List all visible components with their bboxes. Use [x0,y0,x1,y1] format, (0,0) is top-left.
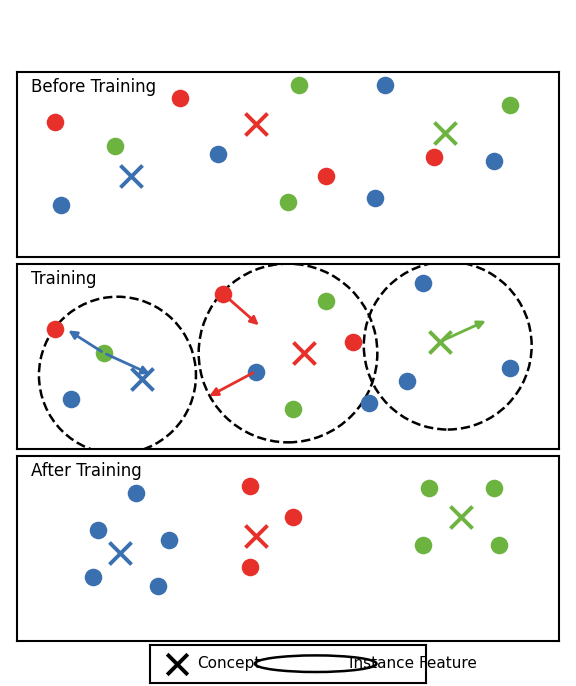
Point [175,93,184,104]
Point [99,348,108,359]
Point [505,362,514,373]
Point [110,141,119,152]
Text: Concept: Concept [197,657,260,671]
Point [245,480,255,491]
Point [381,80,390,91]
Point [419,540,428,551]
Point [419,277,428,288]
Point [348,336,358,347]
Point [424,482,433,493]
Point [132,488,141,499]
Text: After Training: After Training [31,462,142,480]
Point [51,324,60,335]
Point [365,398,374,409]
Text: Instance Feature: Instance Feature [349,657,477,671]
Point [89,571,98,582]
Point [51,117,60,128]
Point [283,196,293,207]
Point [489,482,498,493]
Point [300,348,309,359]
Point [245,562,255,573]
Text: Before Training: Before Training [31,78,156,95]
Point [403,375,412,386]
Point [370,193,379,204]
Point [294,80,304,91]
Point [430,152,439,163]
Point [321,296,331,307]
Point [495,540,504,551]
Point [94,525,103,536]
Point [137,373,146,384]
Point [67,394,76,405]
Point [116,547,125,558]
Point [164,534,173,545]
Point [213,148,222,159]
Point [289,512,298,523]
Point [321,170,331,181]
Point [218,288,228,299]
Point [489,156,498,167]
Point [505,100,514,111]
Point [173,659,182,670]
Point [435,336,444,347]
Point [56,200,65,211]
Point [251,119,260,130]
Point [153,580,162,591]
Point [289,403,298,414]
Point [126,170,135,181]
Point [457,512,466,523]
Text: Training: Training [31,270,96,287]
Point [251,366,260,377]
Point [251,530,260,541]
Point [441,128,450,139]
